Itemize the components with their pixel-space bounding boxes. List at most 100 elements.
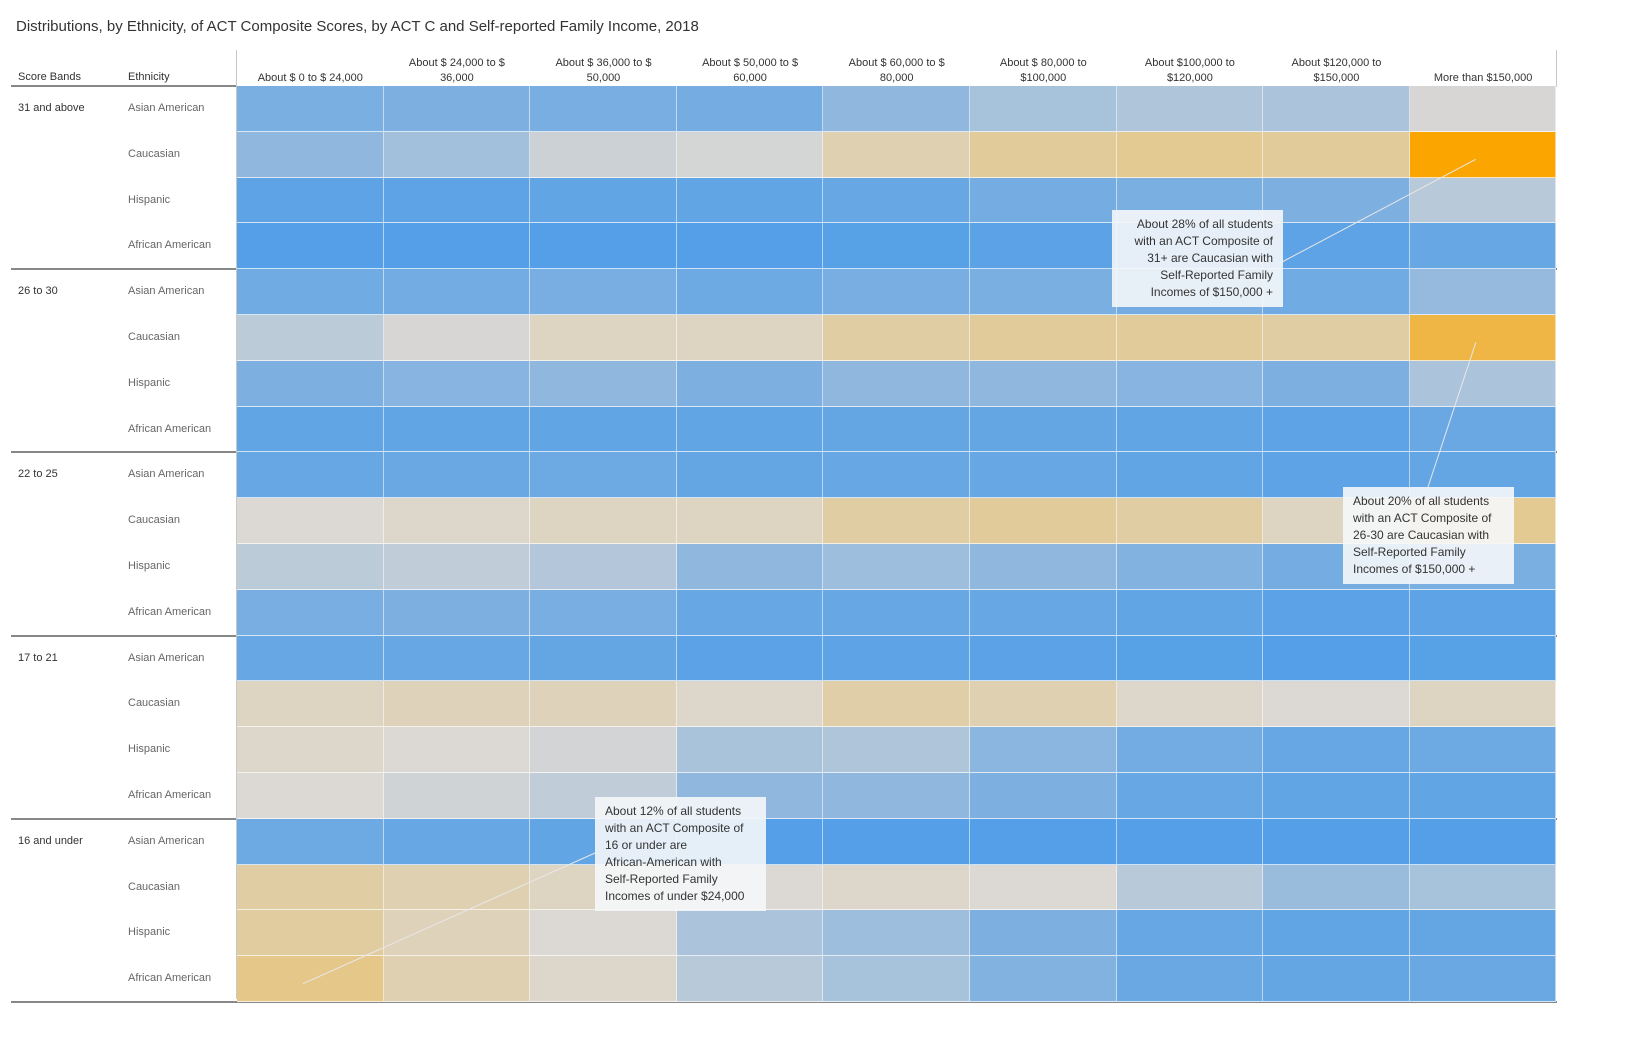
heatmap-cell[interactable] xyxy=(823,589,970,636)
heatmap-cell[interactable] xyxy=(970,131,1117,178)
heatmap-cell[interactable] xyxy=(237,406,384,453)
heatmap-cell[interactable] xyxy=(1263,635,1410,682)
heatmap-cell[interactable] xyxy=(676,727,824,773)
heatmap-cell[interactable] xyxy=(1263,86,1410,132)
heatmap-cell[interactable] xyxy=(383,223,531,270)
heatmap-cell[interactable] xyxy=(823,773,970,819)
heatmap-cell[interactable] xyxy=(823,177,970,224)
heatmap-cell[interactable] xyxy=(823,727,970,773)
heatmap-cell[interactable] xyxy=(383,315,531,361)
heatmap-cell[interactable] xyxy=(676,910,824,957)
heatmap-cell[interactable] xyxy=(676,131,824,178)
heatmap-cell[interactable] xyxy=(383,956,531,1002)
heatmap-cell[interactable] xyxy=(970,406,1117,453)
heatmap-cell[interactable] xyxy=(1116,131,1264,178)
heatmap-cell[interactable] xyxy=(970,360,1117,407)
heatmap-cell[interactable] xyxy=(1263,269,1410,315)
heatmap-cell[interactable] xyxy=(237,498,384,544)
heatmap-cell[interactable] xyxy=(530,86,677,132)
heatmap-cell[interactable] xyxy=(1116,86,1264,132)
heatmap-cell[interactable] xyxy=(970,910,1117,957)
heatmap-cell[interactable] xyxy=(237,131,384,178)
heatmap-cell[interactable] xyxy=(970,818,1117,865)
heatmap-cell[interactable] xyxy=(676,86,824,132)
heatmap-cell[interactable] xyxy=(237,956,384,1002)
heatmap-cell[interactable] xyxy=(530,910,677,957)
heatmap-cell[interactable] xyxy=(383,406,531,453)
heatmap-cell[interactable] xyxy=(1263,589,1410,636)
heatmap-cell[interactable] xyxy=(823,544,970,590)
heatmap-cell[interactable] xyxy=(1409,773,1557,819)
heatmap-cell[interactable] xyxy=(970,177,1117,224)
heatmap-cell[interactable] xyxy=(676,452,824,499)
heatmap-cell[interactable] xyxy=(237,315,384,361)
heatmap-cell[interactable] xyxy=(1116,818,1264,865)
heatmap-cell[interactable] xyxy=(823,315,970,361)
heatmap-cell[interactable] xyxy=(1409,315,1557,361)
heatmap-cell[interactable] xyxy=(1409,177,1557,224)
heatmap-cell[interactable] xyxy=(237,681,384,728)
heatmap-cell[interactable] xyxy=(1116,544,1264,590)
heatmap-cell[interactable] xyxy=(970,315,1117,361)
heatmap-cell[interactable] xyxy=(970,589,1117,636)
heatmap-cell[interactable] xyxy=(1116,727,1264,773)
heatmap-cell[interactable] xyxy=(1409,910,1557,957)
heatmap-cell[interactable] xyxy=(823,910,970,957)
heatmap-cell[interactable] xyxy=(530,589,677,636)
heatmap-cell[interactable] xyxy=(237,360,384,407)
heatmap-cell[interactable] xyxy=(237,269,384,315)
heatmap-cell[interactable] xyxy=(383,360,531,407)
heatmap-cell[interactable] xyxy=(383,910,531,957)
heatmap-cell[interactable] xyxy=(1116,589,1264,636)
heatmap-cell[interactable] xyxy=(530,681,677,728)
heatmap-cell[interactable] xyxy=(1263,727,1410,773)
heatmap-cell[interactable] xyxy=(823,635,970,682)
heatmap-cell[interactable] xyxy=(1409,269,1557,315)
heatmap-cell[interactable] xyxy=(237,452,384,499)
heatmap-cell[interactable] xyxy=(676,956,824,1002)
heatmap-cell[interactable] xyxy=(237,86,384,132)
heatmap-cell[interactable] xyxy=(1409,864,1557,911)
heatmap-cell[interactable] xyxy=(676,681,824,728)
heatmap-cell[interactable] xyxy=(237,818,384,865)
heatmap-cell[interactable] xyxy=(237,223,384,270)
heatmap-cell[interactable] xyxy=(823,131,970,178)
heatmap-cell[interactable] xyxy=(1409,86,1557,132)
heatmap-cell[interactable] xyxy=(823,864,970,911)
heatmap-cell[interactable] xyxy=(823,452,970,499)
heatmap-cell[interactable] xyxy=(823,956,970,1002)
heatmap-cell[interactable] xyxy=(1409,223,1557,270)
heatmap-cell[interactable] xyxy=(530,544,677,590)
heatmap-cell[interactable] xyxy=(530,452,677,499)
heatmap-cell[interactable] xyxy=(1116,452,1264,499)
heatmap-cell[interactable] xyxy=(237,773,384,819)
heatmap-cell[interactable] xyxy=(970,86,1117,132)
heatmap-cell[interactable] xyxy=(1263,864,1410,911)
heatmap-cell[interactable] xyxy=(1409,406,1557,453)
heatmap-cell[interactable] xyxy=(530,406,677,453)
heatmap-cell[interactable] xyxy=(676,544,824,590)
heatmap-cell[interactable] xyxy=(1116,910,1264,957)
heatmap-cell[interactable] xyxy=(237,864,384,911)
heatmap-cell[interactable] xyxy=(1409,589,1557,636)
heatmap-cell[interactable] xyxy=(1116,315,1264,361)
heatmap-cell[interactable] xyxy=(383,818,531,865)
heatmap-cell[interactable] xyxy=(676,589,824,636)
heatmap-cell[interactable] xyxy=(823,86,970,132)
heatmap-cell[interactable] xyxy=(970,452,1117,499)
heatmap-cell[interactable] xyxy=(676,360,824,407)
heatmap-cell[interactable] xyxy=(383,86,531,132)
heatmap-cell[interactable] xyxy=(1116,864,1264,911)
heatmap-cell[interactable] xyxy=(1263,773,1410,819)
heatmap-cell[interactable] xyxy=(1409,360,1557,407)
heatmap-cell[interactable] xyxy=(1263,315,1410,361)
heatmap-cell[interactable] xyxy=(970,223,1117,270)
heatmap-cell[interactable] xyxy=(1263,360,1410,407)
heatmap-cell[interactable] xyxy=(1263,681,1410,728)
heatmap-cell[interactable] xyxy=(383,269,531,315)
heatmap-cell[interactable] xyxy=(970,864,1117,911)
heatmap-cell[interactable] xyxy=(383,589,531,636)
heatmap-cell[interactable] xyxy=(237,635,384,682)
heatmap-cell[interactable] xyxy=(383,498,531,544)
heatmap-cell[interactable] xyxy=(676,498,824,544)
